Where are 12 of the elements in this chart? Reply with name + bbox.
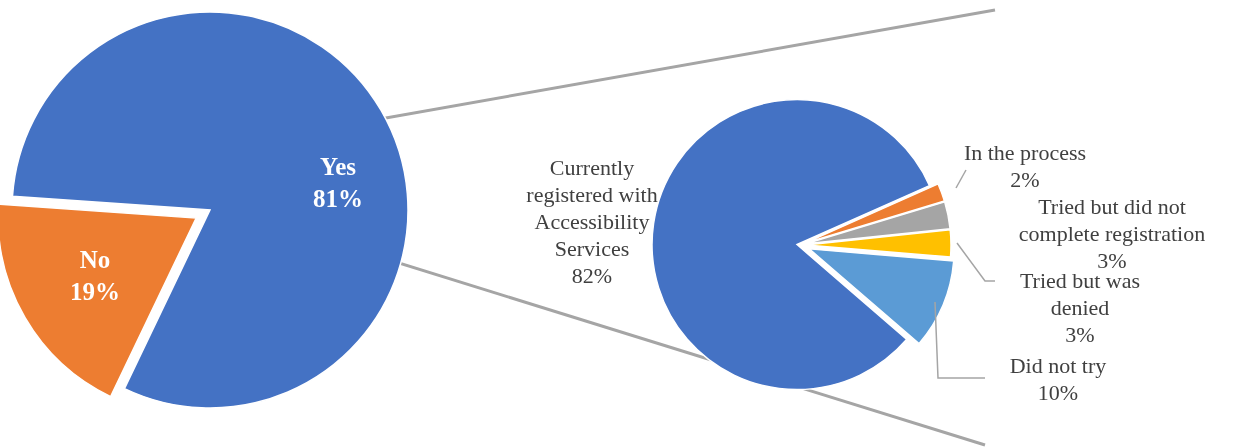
data-label: 82% — [571, 263, 613, 288]
slice-label: In the process — [963, 140, 1087, 165]
slice-label: Yes — [319, 153, 357, 180]
data-label: 3% — [1065, 322, 1095, 347]
data-label: 19% — [70, 278, 120, 305]
data-label: 2% — [1010, 167, 1040, 192]
slice-label: Currently registered with Accessibility Services — [526, 155, 658, 261]
slice-label: No — [79, 246, 111, 273]
slice-label: Tried but did not complete registration — [1018, 194, 1206, 246]
data-label: 81% — [313, 185, 363, 212]
data-label: 10% — [1037, 380, 1079, 405]
slice-label: Did not try — [1009, 353, 1107, 378]
